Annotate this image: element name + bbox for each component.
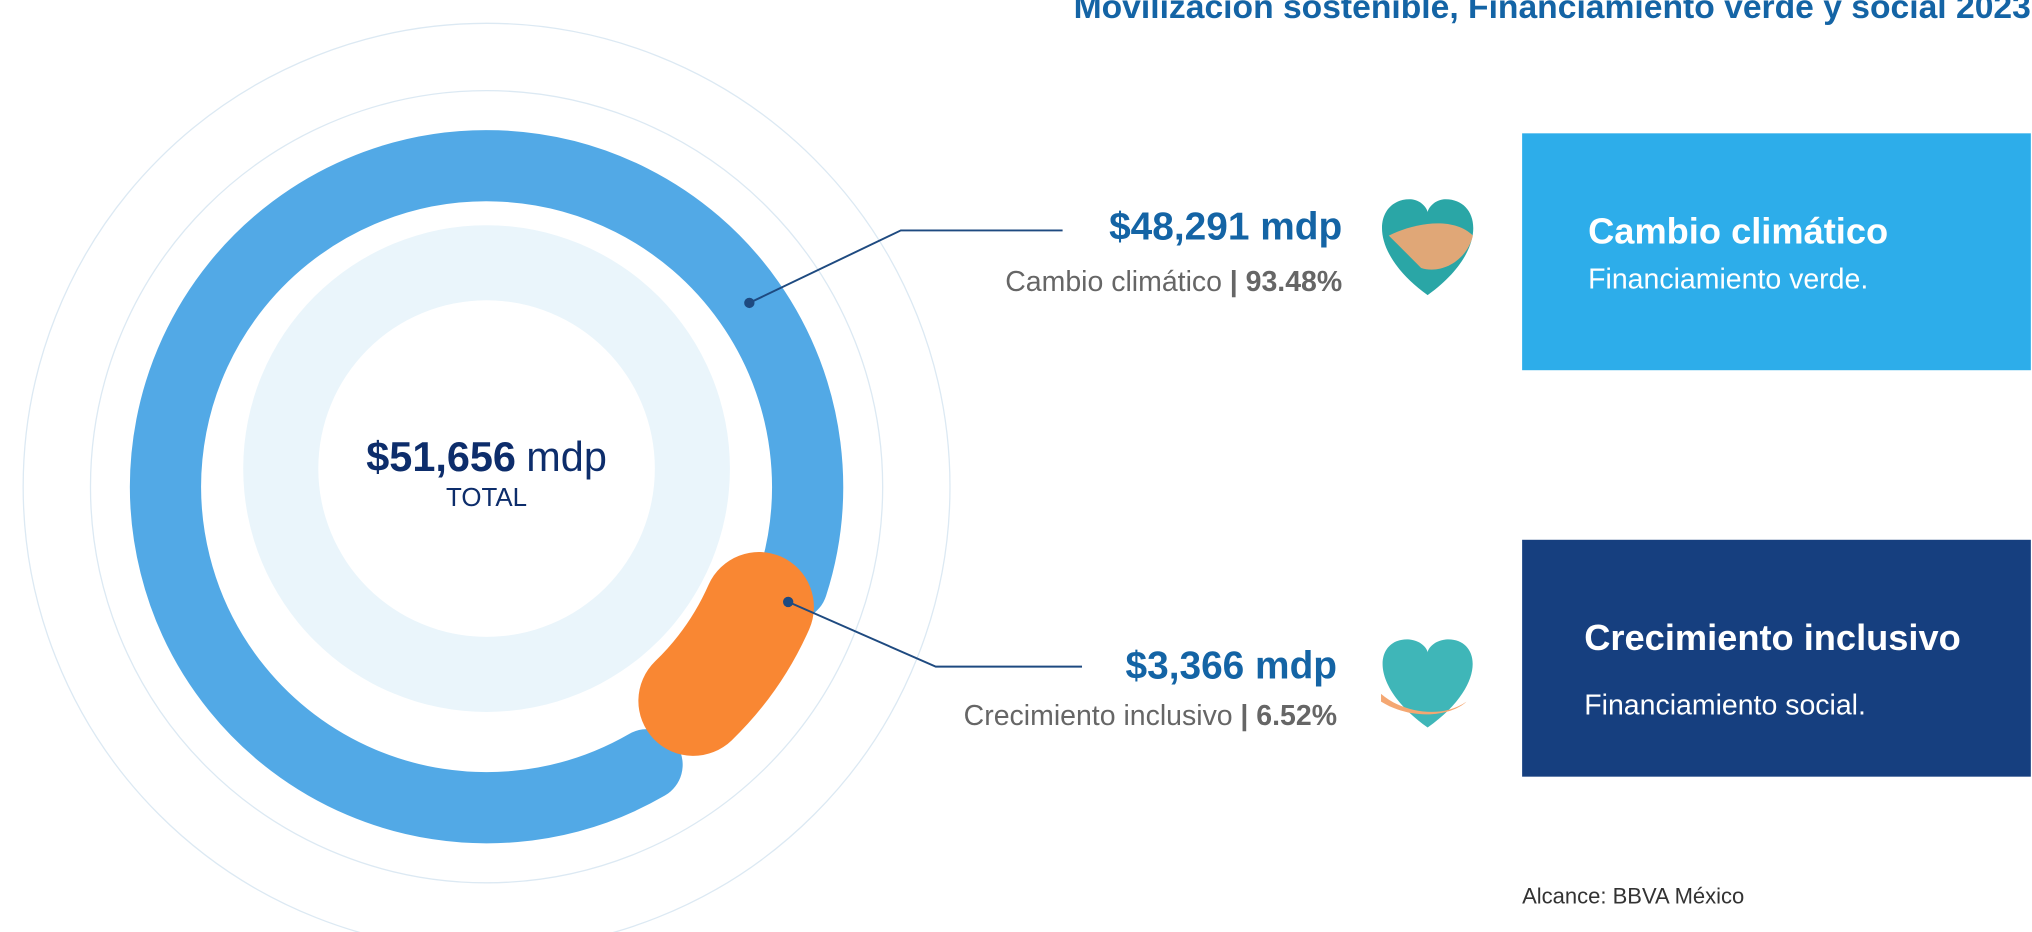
total-unit: mdp [526, 434, 607, 480]
ring [22, 22, 951, 932]
total-value: $51,656 [366, 434, 516, 480]
ring [89, 89, 884, 884]
category-label: Crecimiento inclusivo | 6.52% [964, 700, 1337, 732]
donut-segment [638, 551, 814, 756]
card-title: Crecimiento inclusivo [1584, 617, 1961, 658]
leader-line [787, 601, 1083, 668]
icon-inclusive [1381, 639, 1473, 728]
footnote: Alcance: BBVA México [1522, 884, 1744, 909]
card-text: Financiamiento social. [1584, 690, 1866, 722]
leader-dot [744, 297, 755, 309]
leader-dot [783, 596, 794, 608]
chart-title: Movilización sostenible, Financiamiento … [1074, 0, 2031, 26]
value-label: $48,291 mdp [1109, 205, 1342, 248]
card-title: Cambio climático [1588, 210, 1888, 251]
total: $51,656 mdp [366, 434, 607, 480]
card [1522, 133, 2031, 371]
leader-line [748, 229, 1063, 304]
donut-segment [129, 130, 844, 844]
icon-climate [1381, 199, 1474, 296]
percent-label: | 6.52% [1240, 700, 1337, 732]
card-text: Financiamiento verde. [1588, 264, 1868, 296]
value-label: $3,366 mdp [1126, 644, 1338, 687]
category-name: Crecimiento inclusivo [964, 700, 1233, 732]
category-label: Cambio climático | 93.48% [1005, 266, 1342, 298]
percent-label: | 93.48% [1230, 266, 1342, 298]
total-caption: TOTAL [446, 484, 527, 512]
arcs [129, 130, 844, 844]
category-name: Cambio climático [1005, 266, 1222, 298]
card [1522, 539, 2031, 777]
inner-hole [318, 300, 655, 637]
